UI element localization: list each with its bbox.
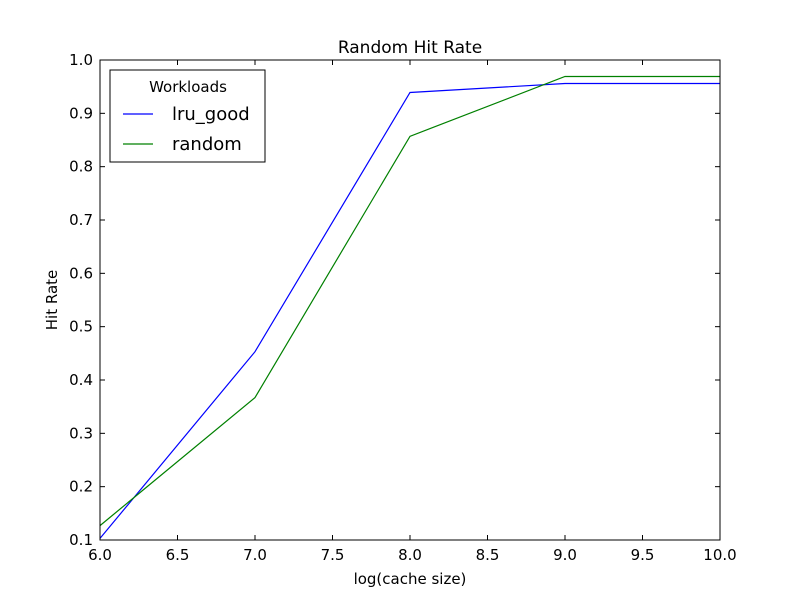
x-tick-label: 6.0 xyxy=(88,546,112,564)
x-tick-label: 8.0 xyxy=(398,546,422,564)
y-tick-label: 0.1 xyxy=(69,531,93,549)
x-tick-label: 7.5 xyxy=(321,546,345,564)
plot-area: 6.0 6.5 7.0 7.5 8.0 8.5 9.0 9.5 10.0 0.1 0.2 0.3 0.4… xyxy=(69,51,737,564)
y-tick-label: 0.9 xyxy=(69,104,93,122)
y-tick-label: 0.6 xyxy=(69,264,93,282)
series-line-lru-good xyxy=(99,82,720,539)
legend-label-random: random xyxy=(172,134,242,155)
x-tick-label: 10.0 xyxy=(703,546,736,564)
y-tick-label: 0.7 xyxy=(69,211,93,229)
chart-title: Random Hit Rate xyxy=(338,38,482,58)
series-line-random xyxy=(99,75,720,527)
y-tick-label: 0.2 xyxy=(69,478,93,496)
x-axis-label: log(cache size) xyxy=(354,570,467,588)
x-tick-label: 6.5 xyxy=(166,546,190,564)
y-tick-label: 1.0 xyxy=(69,51,93,69)
x-tick-label: 8.5 xyxy=(476,546,500,564)
legend-label-lru-good: lru_good xyxy=(172,104,250,125)
x-tick-label: 9.0 xyxy=(553,546,577,564)
x-tick-label: 7.0 xyxy=(243,546,267,564)
y-tick-label: 0.4 xyxy=(69,371,93,389)
y-tick-label: 0.3 xyxy=(69,424,93,442)
y-tick-label: 0.5 xyxy=(69,318,93,336)
legend-box xyxy=(109,69,266,163)
y-axis-label: Hit Rate xyxy=(43,270,61,331)
x-tick-label: 9.5 xyxy=(631,546,655,564)
legend-title: Workloads xyxy=(149,78,227,96)
y-tick-label: 0.8 xyxy=(69,158,93,176)
